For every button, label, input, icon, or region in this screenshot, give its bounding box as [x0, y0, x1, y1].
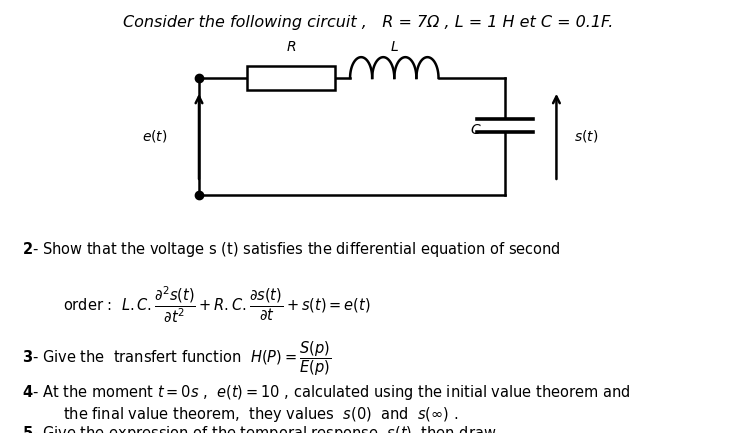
- Text: $e(t)$: $e(t)$: [142, 129, 167, 144]
- Text: $\mathbf{3}$- Give the  transfert function  $H(P) = \dfrac{S(p)}{E(p)}$: $\mathbf{3}$- Give the transfert functio…: [22, 340, 332, 378]
- Text: $\mathbf{4}$- At the moment $t = 0s$ ,  $e(t) = 10$ , calculated using the initi: $\mathbf{4}$- At the moment $t = 0s$ , $…: [22, 383, 630, 402]
- Text: $C$: $C$: [469, 123, 481, 137]
- Text: order :  $L.C.\dfrac{\partial^2 s(t)}{\partial t^2} + R.C.\dfrac{\partial s(t)}{: order : $L.C.\dfrac{\partial^2 s(t)}{\pa…: [63, 284, 371, 325]
- Text: $\mathbf{5}$- Give the expression of the temporal response  $s(t)$  then draw: $\mathbf{5}$- Give the expression of the…: [22, 424, 497, 433]
- Text: Consider the following circuit ,   R = 7Ω , L = 1 H et C = 0.1F.: Consider the following circuit , R = 7Ω …: [123, 15, 614, 30]
- Text: $L$: $L$: [390, 40, 399, 54]
- Text: $s(t)$: $s(t)$: [574, 129, 598, 144]
- Text: the final value theorem,  they values  $s(0)$  and  $s(\infty)$ .: the final value theorem, they values $s(…: [63, 405, 458, 424]
- Text: $\mathbf{2}$- Show that the voltage s (t) satisfies the differential equation of: $\mathbf{2}$- Show that the voltage s (t…: [22, 240, 561, 259]
- Bar: [247, 66, 335, 90]
- Text: $R$: $R$: [286, 40, 296, 54]
